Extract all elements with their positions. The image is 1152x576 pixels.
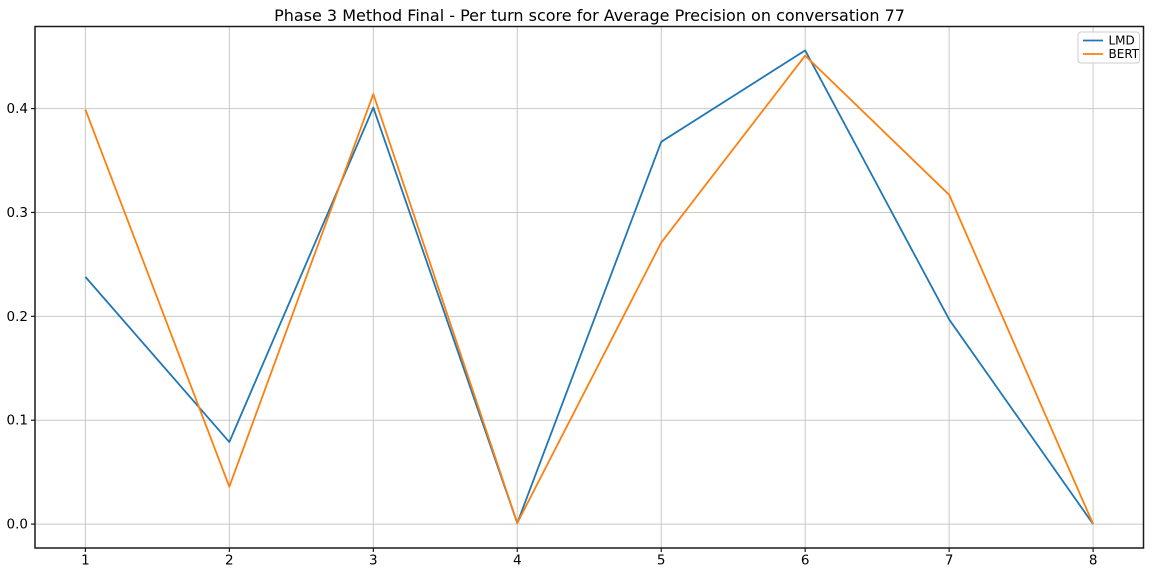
chart-title: Phase 3 Method Final - Per turn score fo… xyxy=(274,6,905,25)
x-tick-label: 3 xyxy=(369,553,378,569)
legend-label: BERT xyxy=(1109,47,1140,61)
y-tick-label: 0.4 xyxy=(7,101,28,117)
legend-entry-lmd: LMD xyxy=(1083,34,1135,48)
y-tick-label: 0.0 xyxy=(7,517,28,533)
y-tick-label: 0.3 xyxy=(7,205,28,221)
x-tick-label: 8 xyxy=(1089,553,1098,569)
series-line-lmd xyxy=(84,49,1094,525)
axes-frame xyxy=(34,25,1145,549)
y-tick-label: 0.2 xyxy=(7,309,28,325)
x-tick-label: 2 xyxy=(225,553,234,569)
legend-label: LMD xyxy=(1109,34,1135,48)
x-tick-label: 6 xyxy=(801,553,810,569)
x-tick-label: 1 xyxy=(81,553,90,569)
x-tick-label: 7 xyxy=(945,553,954,569)
x-tick-label: 4 xyxy=(513,553,522,569)
x-tick-label: 5 xyxy=(657,553,666,569)
x-axis: 1 2 3 4 5 6 7 8 xyxy=(81,548,1097,569)
grid-lines xyxy=(35,26,1144,548)
series-line-bert xyxy=(84,54,1094,525)
y-tick-label: 0.1 xyxy=(7,413,28,429)
y-axis: 0.0 0.1 0.2 0.3 0.4 xyxy=(7,101,35,533)
legend-entry-bert: BERT xyxy=(1083,47,1140,61)
